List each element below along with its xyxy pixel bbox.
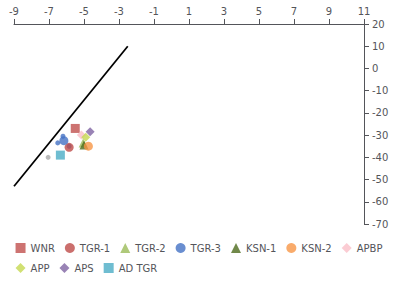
svg-text:3: 3 [221,6,227,17]
svg-text:1: 1 [186,6,192,17]
svg-text:KSN-1: KSN-1 [246,243,276,254]
svg-text:-50: -50 [372,174,388,185]
svg-text:TGR-2: TGR-2 [134,243,165,254]
svg-text:-7: -7 [44,6,54,17]
svg-text:-3: -3 [114,6,124,17]
svg-text:9: 9 [326,6,332,17]
svg-text:AD TGR: AD TGR [119,263,158,274]
svg-text:-5: -5 [79,6,89,17]
svg-text:-20: -20 [372,107,388,118]
svg-text:TGR-1: TGR-1 [79,243,110,254]
svg-text:APBP: APBP [357,243,383,254]
svg-text:-70: -70 [372,219,388,230]
svg-text:WNR: WNR [31,243,55,254]
svg-text:-10: -10 [372,85,388,96]
svg-text:-9: -9 [9,6,19,17]
svg-text:7: 7 [291,6,297,17]
svg-text:11: 11 [358,6,371,17]
svg-text:APP: APP [31,263,50,274]
svg-text:0: 0 [372,63,378,74]
svg-text:20: 20 [372,19,385,30]
svg-text:-40: -40 [372,152,388,163]
svg-text:-60: -60 [372,196,388,207]
svg-text:5: 5 [256,6,262,17]
svg-text:TGR-3: TGR-3 [190,243,221,254]
svg-text:10: 10 [372,41,385,52]
svg-text:KSN-2: KSN-2 [301,243,331,254]
svg-text:-30: -30 [372,130,388,141]
svg-text:APS: APS [74,263,93,274]
svg-text:-1: -1 [149,6,159,17]
